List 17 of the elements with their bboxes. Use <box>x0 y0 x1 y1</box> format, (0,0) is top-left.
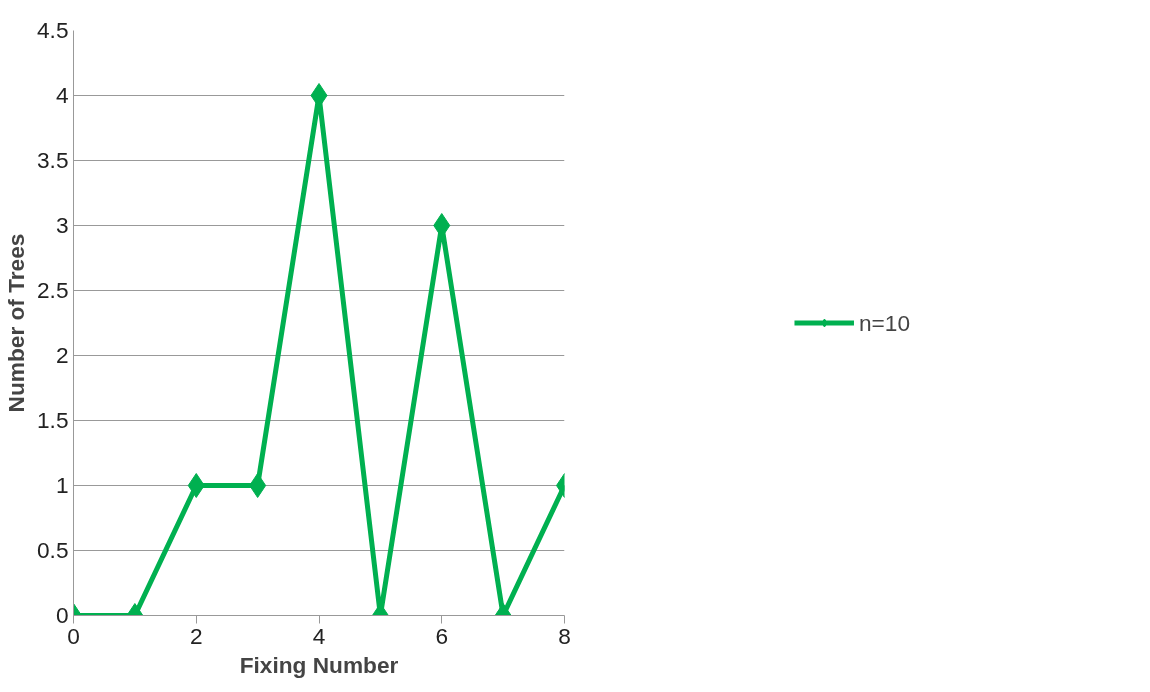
x-axis-title: Fixing Number <box>239 651 399 678</box>
x-tick-label: 2 <box>189 622 203 649</box>
y-tick-label: 0 <box>55 602 69 628</box>
y-tick-label: 2 <box>55 342 69 368</box>
y-axis-title: Number of Trees <box>3 233 29 413</box>
y-tick-label: 1.5 <box>37 407 69 433</box>
y-tick-label: 4.5 <box>37 17 69 43</box>
x-tick-label: 8 <box>558 622 571 649</box>
y-tick-label: 1 <box>55 472 69 498</box>
x-tick-label: 4 <box>312 622 326 649</box>
x-tick-label: 6 <box>435 622 449 649</box>
y-tick-label: 2.5 <box>37 277 69 303</box>
y-tick-label: 0.5 <box>37 537 69 563</box>
y-tick-label: 4 <box>55 82 69 108</box>
y-tick-label: 3.5 <box>37 147 69 173</box>
legend-label: n=10 <box>858 309 911 336</box>
y-tick-label: 3 <box>55 212 69 238</box>
